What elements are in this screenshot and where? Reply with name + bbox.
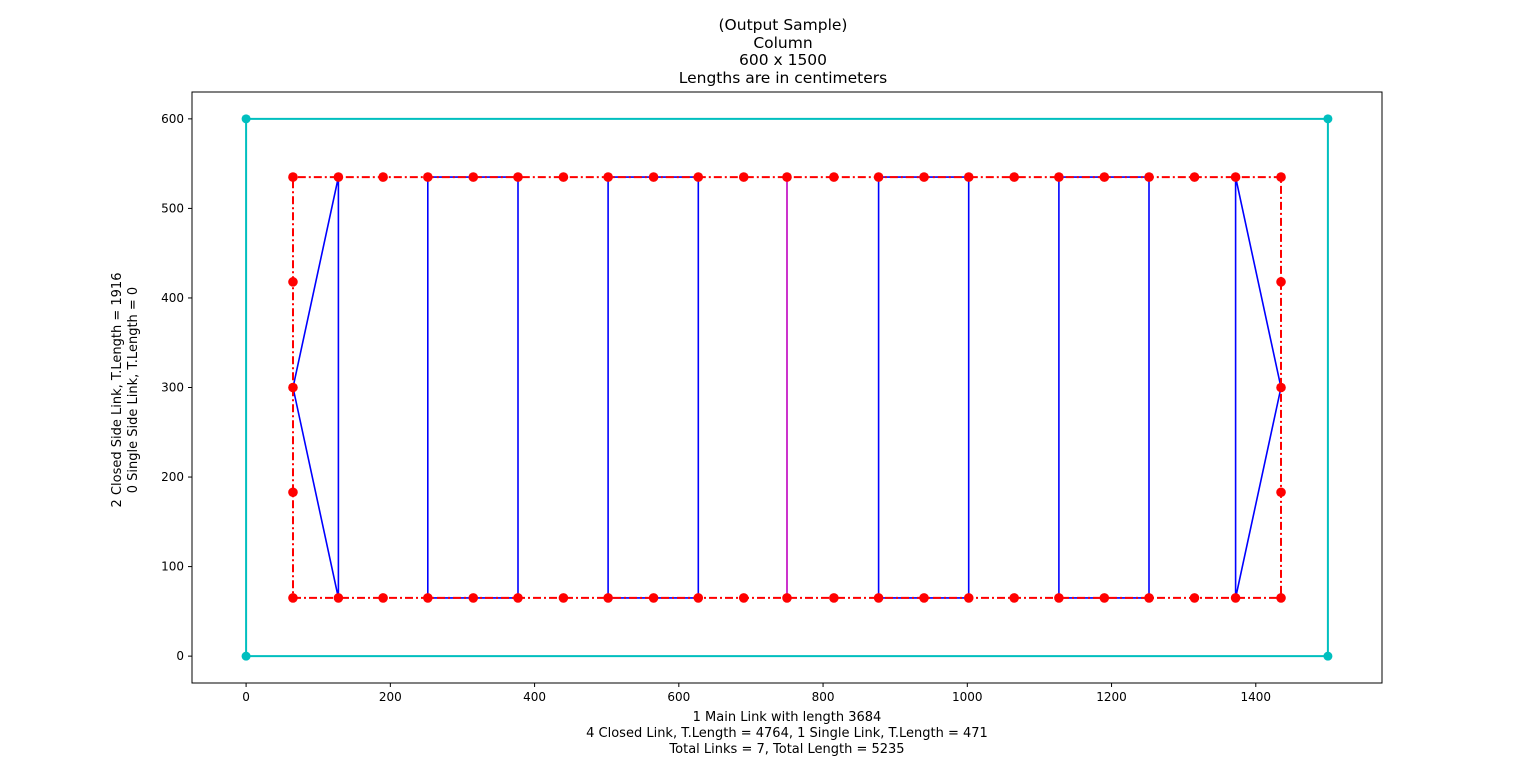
bar-point [423, 172, 433, 182]
x-tick-label: 1000 [952, 690, 983, 704]
plot-area [241, 114, 1333, 661]
x-axis-label-line-2: 4 Closed Link, T.Length = 4764, 1 Single… [586, 726, 988, 741]
bar-point [603, 593, 613, 603]
chart-title-line-4: Lengths are in centimeters [678, 69, 888, 87]
bar-point [1054, 593, 1064, 603]
bar-point [468, 172, 479, 182]
bar-point [468, 593, 479, 603]
bar-point [1230, 172, 1241, 182]
bar-point [1009, 172, 1019, 182]
y-tick-label: 600 [161, 112, 184, 126]
x-tick-label: 600 [667, 690, 690, 704]
x-tick-label: 0 [242, 690, 250, 704]
y-tick-label: 400 [161, 291, 184, 305]
x-tick-label: 400 [523, 690, 546, 704]
bar-point [648, 172, 659, 182]
bar-point [1099, 593, 1110, 603]
y-tick-label: 0 [176, 649, 184, 663]
bar-point [873, 172, 884, 182]
bar-point [513, 172, 523, 182]
bar-point [782, 593, 792, 603]
section-corner-point [1323, 114, 1333, 124]
bar-point [963, 593, 974, 603]
x-tick-label: 800 [812, 690, 835, 704]
bar-point [333, 172, 344, 182]
bar-point [1054, 172, 1064, 182]
bar-point [1276, 593, 1286, 603]
bar-point [1099, 172, 1110, 182]
x-axis-label-line-3: Total Links = 7, Total Length = 5235 [669, 742, 905, 757]
bar-point [1230, 593, 1241, 603]
bar-point [288, 382, 298, 393]
y-tick-label: 300 [161, 381, 184, 395]
bar-point [558, 172, 569, 182]
bar-point [1189, 172, 1200, 182]
bar-point [513, 593, 523, 603]
bar-point [1276, 172, 1286, 182]
axes: 0 200 400 600 800 1000 1200 1400 0 100 200 300 400 50… [161, 91, 1383, 704]
closed-link-line-2 [292, 176, 340, 599]
bar-point [423, 593, 433, 603]
bar-point [1009, 593, 1019, 603]
bar-point [963, 172, 974, 182]
x-axis-label-line-1: 1 Main Link with length 3684 [692, 710, 882, 725]
y-tick-label: 500 [161, 201, 184, 215]
bar-point [1144, 172, 1154, 182]
bar-point [1276, 487, 1286, 498]
chart-title-line-3: 600 x 1500 [738, 51, 828, 69]
bar-point [1276, 277, 1286, 287]
bar-point [693, 172, 704, 182]
bar-point [288, 593, 298, 603]
bar-point [288, 172, 298, 182]
bar-point [1276, 382, 1286, 393]
bar-point [919, 172, 929, 182]
bar-point [829, 593, 839, 603]
bar-point [1189, 593, 1200, 603]
bar-point [288, 277, 298, 287]
bar-point [333, 593, 344, 603]
bar-point [829, 172, 839, 182]
y-axis-label-line-2: 0 Single Side Link, T.Length = 0 [126, 286, 141, 494]
chart-title-line-1: (Output Sample) [718, 16, 848, 34]
chart-title-line-2: Column [753, 34, 813, 52]
section-corner-point [1323, 651, 1333, 661]
closed-link-line-8 [1234, 176, 1282, 599]
bar-point [782, 172, 792, 182]
bar-point [378, 172, 388, 182]
section-corner-point [241, 114, 251, 124]
bar-point [919, 593, 929, 603]
bar-point [378, 593, 388, 603]
bar-point [738, 172, 749, 182]
x-tick-label: 1200 [1096, 690, 1127, 704]
bar-point [558, 593, 569, 603]
bar-point [738, 593, 749, 603]
bar-point [1144, 593, 1154, 603]
x-tick-label: 1400 [1241, 690, 1272, 704]
y-axis-label-line-1: 2 Closed Side Link, T.Length = 1916 [110, 272, 125, 508]
x-tick-label: 200 [379, 690, 402, 704]
y-tick-label: 100 [161, 560, 184, 574]
bar-point [693, 593, 704, 603]
bar-point [648, 593, 659, 603]
section-corner-point [241, 651, 251, 661]
bar-point [603, 172, 613, 182]
bar-point [873, 593, 884, 603]
y-tick-label: 200 [161, 470, 184, 484]
bar-point [288, 487, 298, 498]
